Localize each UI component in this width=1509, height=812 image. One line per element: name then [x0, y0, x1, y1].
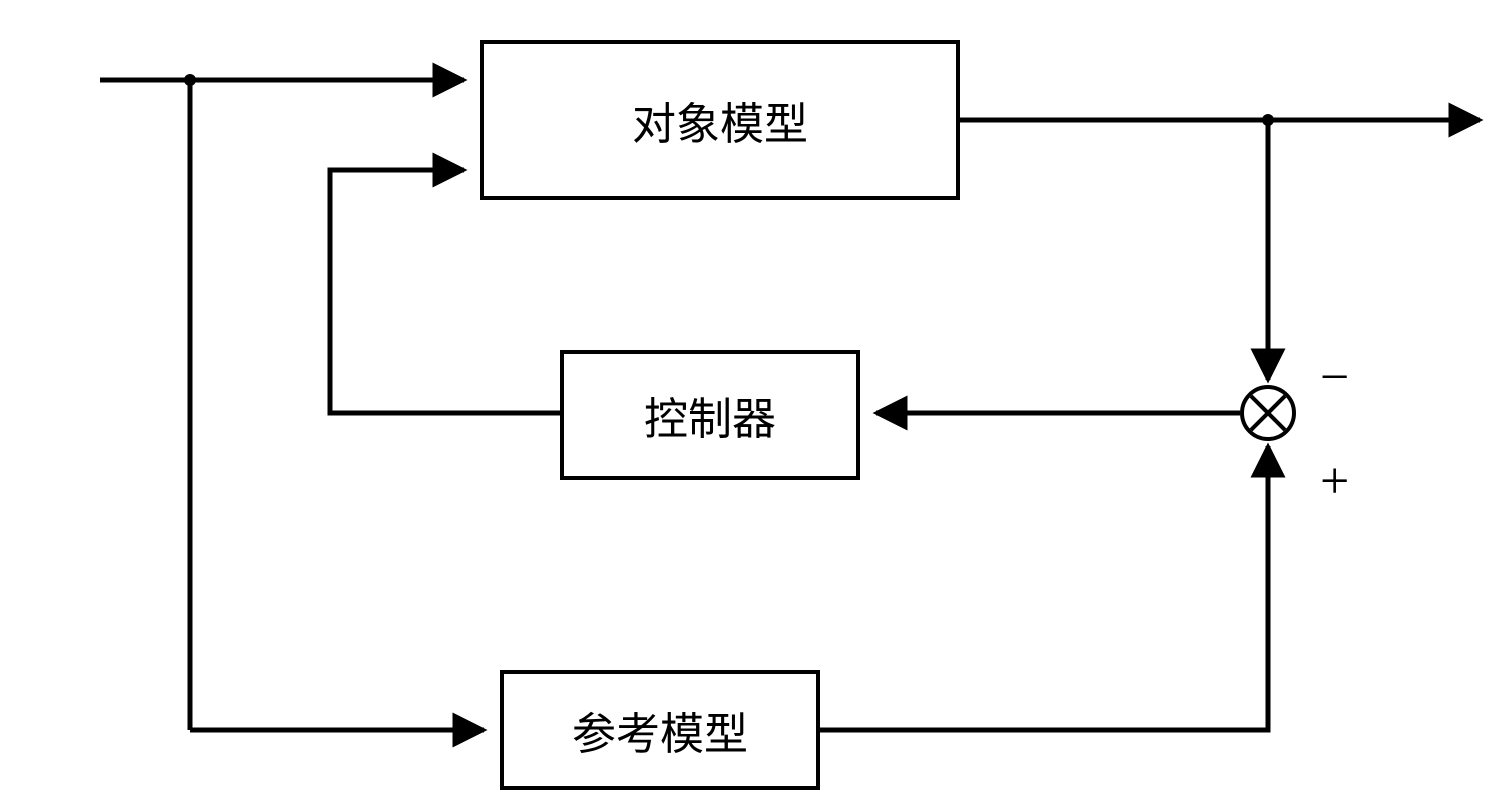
controller-label: 控制器 — [644, 383, 776, 447]
wire-ctrl-to-plant — [330, 170, 560, 413]
reference-model-block: 参考模型 — [500, 670, 820, 790]
junction-dot — [1262, 114, 1274, 126]
plant-model-block: 对象模型 — [480, 40, 960, 200]
summing-junction — [1240, 385, 1296, 441]
plant-model-label: 对象模型 — [632, 88, 808, 152]
plus-sign: + — [1320, 452, 1349, 511]
wire-ref-out — [820, 446, 1268, 730]
junction-dot — [184, 74, 196, 86]
controller-block: 控制器 — [560, 350, 860, 480]
minus-sign: − — [1320, 348, 1349, 407]
reference-model-label: 参考模型 — [572, 698, 748, 762]
